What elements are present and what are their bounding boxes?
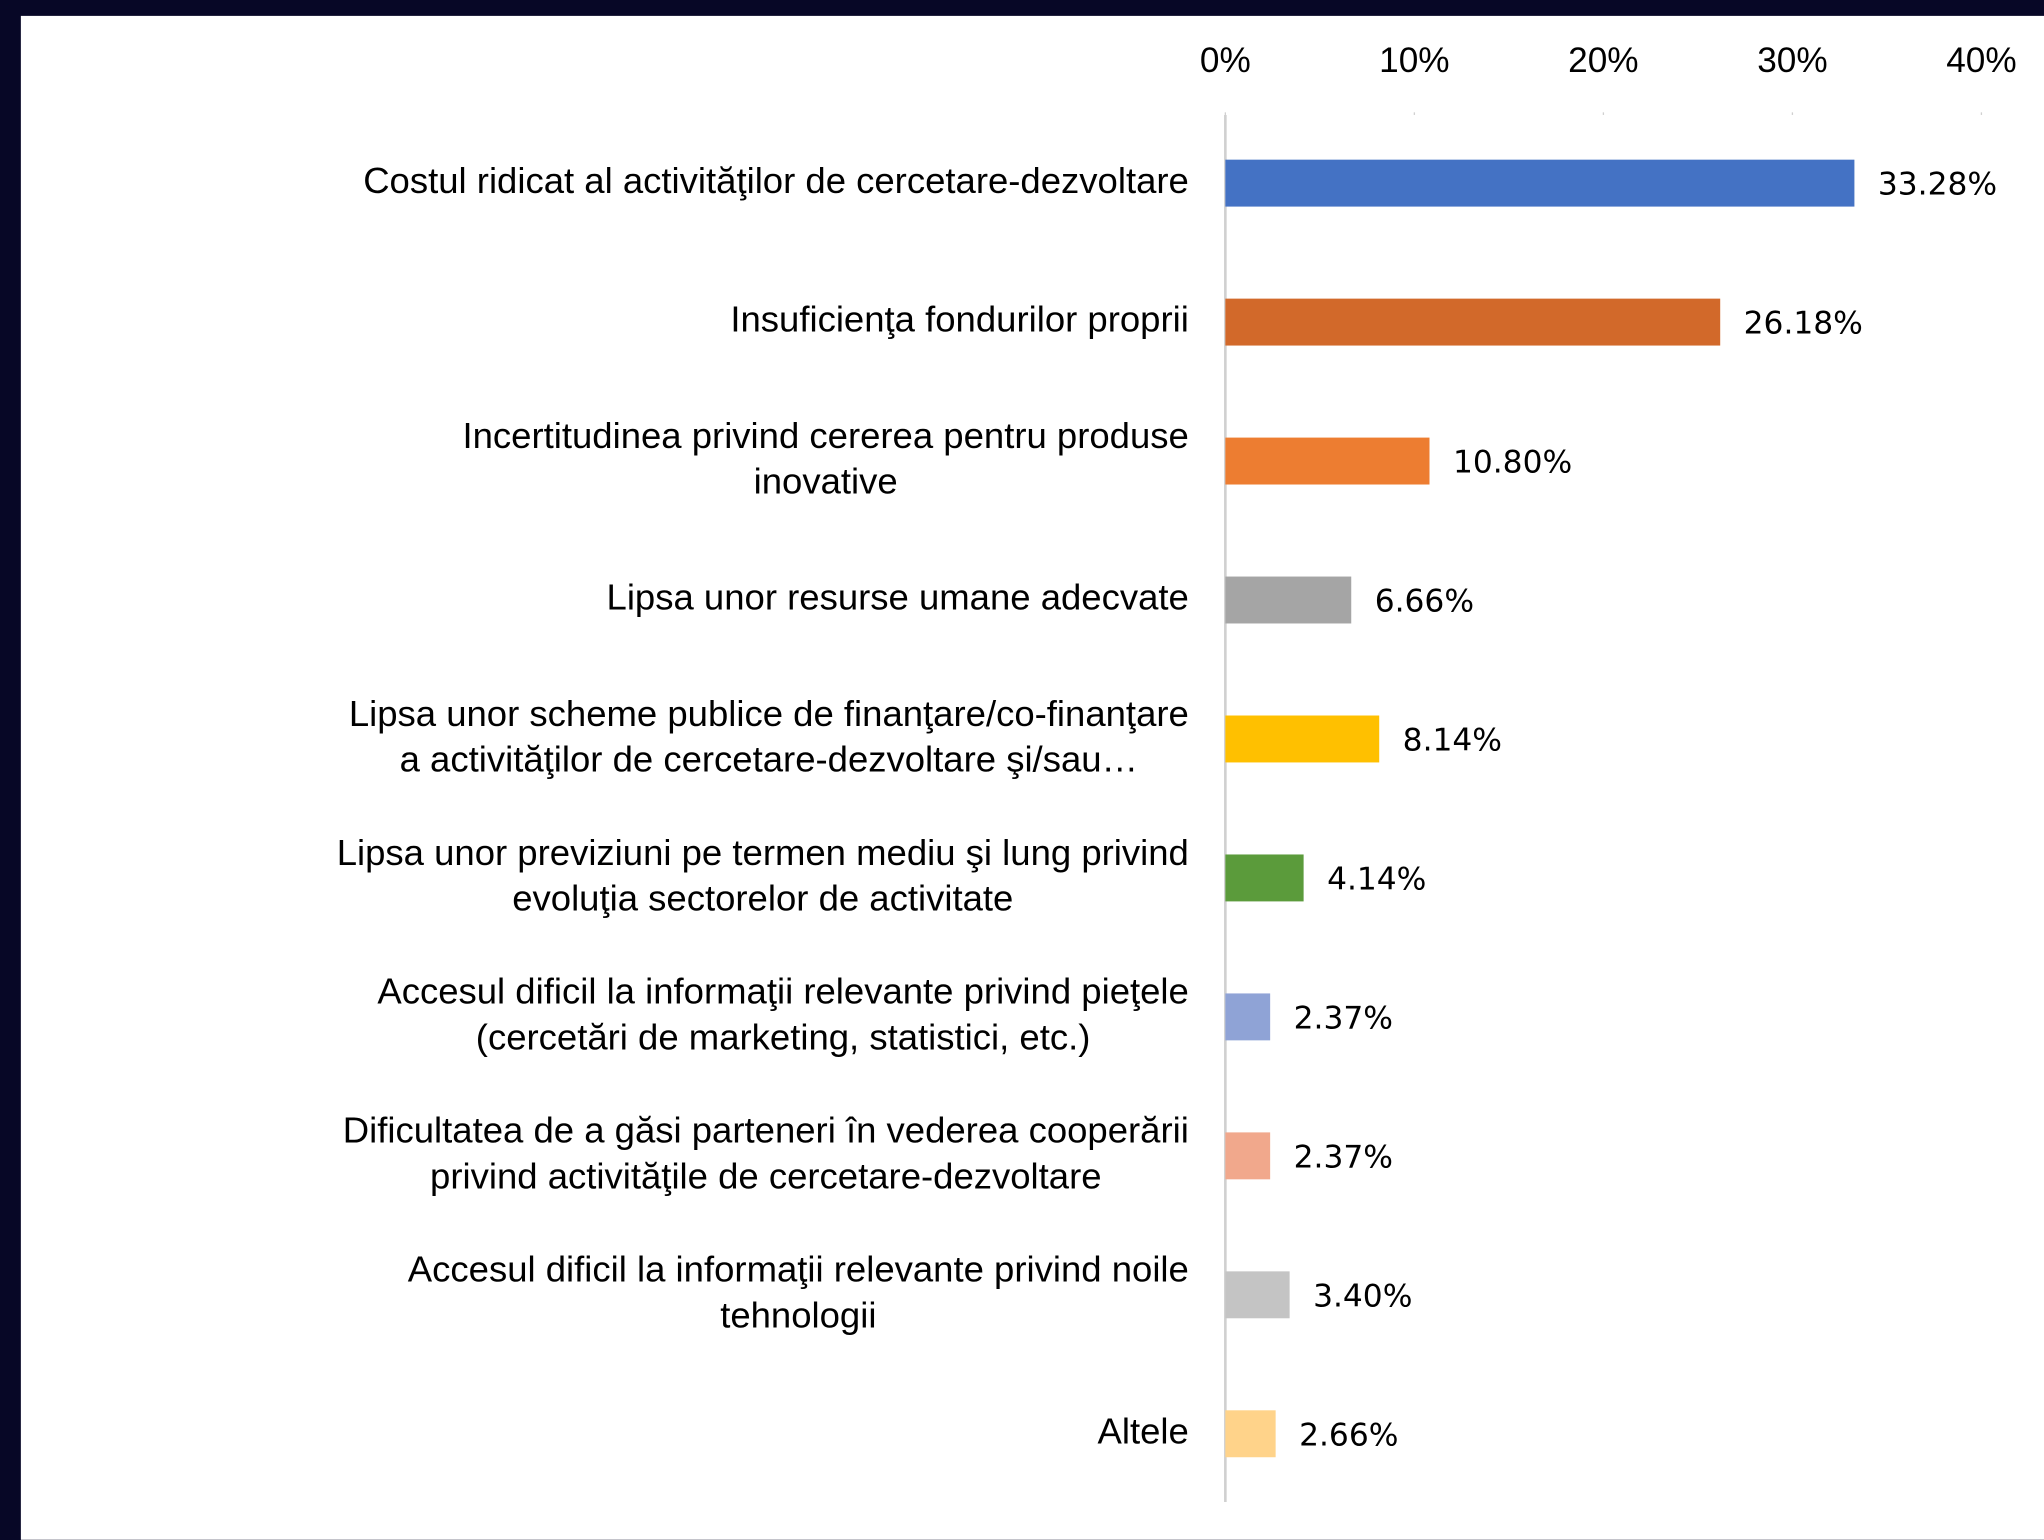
chart-panel [20, 15, 2044, 1540]
value-label: 10.80% [1453, 445, 1572, 481]
y-tick-label: evoluţia sectorelor de activitate [512, 877, 1013, 918]
value-label: 3.40% [1313, 1278, 1412, 1314]
y-tick-label: privind activităţile de cercetare-dezvol… [430, 1155, 1102, 1196]
bar [1225, 715, 1380, 763]
x-tick-label: 0% [1200, 41, 1251, 80]
value-label: 2.37% [1294, 1139, 1393, 1175]
bar [1225, 1132, 1271, 1180]
y-tick-label: Costul ridicat al activităţilor de cerce… [363, 160, 1189, 201]
value-label: 6.66% [1375, 584, 1474, 620]
y-tick-label: Lipsa unor resurse umane adecvate [607, 577, 1189, 618]
bar [1225, 298, 1721, 346]
y-tick-label: Lipsa unor previziuni pe termen mediu şi… [337, 832, 1189, 873]
bar [1225, 1410, 1276, 1458]
value-label: 2.66% [1299, 1417, 1398, 1453]
bar [1225, 159, 1855, 207]
value-label: 2.37% [1294, 1001, 1393, 1037]
y-tick-label: inovative [754, 461, 898, 502]
y-tick-label: Accesul dificil la informaţii relevante … [408, 1249, 1189, 1290]
value-label: 33.28% [1878, 167, 1997, 203]
y-tick-label: (cercetări de marketing, statistici, etc… [476, 1016, 1091, 1057]
value-label: 26.18% [1744, 306, 1863, 342]
bar [1225, 437, 1430, 485]
y-tick-label: Altele [1098, 1410, 1189, 1451]
value-label: 4.14% [1327, 862, 1426, 898]
y-tick-label: Accesul dificil la informaţii relevante … [377, 971, 1188, 1012]
x-tick-label: 30% [1757, 41, 1827, 80]
bar [1225, 993, 1271, 1041]
y-tick-label: Lipsa unor scheme publice de finanţare/c… [349, 693, 1189, 734]
y-tick-label: tehnologii [720, 1294, 876, 1335]
y-tick-label: Insuficienţa fondurilor proprii [730, 299, 1189, 340]
y-tick-label: a activităţilor de cercetare-dezvoltare … [400, 738, 1138, 779]
y-tick-label: Dificultatea de a găsi parteneri în vede… [343, 1110, 1189, 1151]
bar [1225, 854, 1304, 902]
bar [1225, 576, 1352, 624]
bar [1225, 1271, 1290, 1319]
x-tick-label: 10% [1379, 41, 1449, 80]
x-tick-label: 40% [1946, 41, 2016, 80]
value-label: 8.14% [1403, 723, 1502, 759]
y-tick-label: Incertitudinea privind cererea pentru pr… [462, 415, 1188, 456]
x-tick-label: 20% [1568, 41, 1638, 80]
